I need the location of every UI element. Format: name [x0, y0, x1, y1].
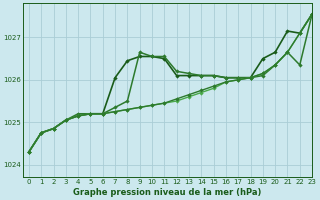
X-axis label: Graphe pression niveau de la mer (hPa): Graphe pression niveau de la mer (hPa) [73, 188, 262, 197]
